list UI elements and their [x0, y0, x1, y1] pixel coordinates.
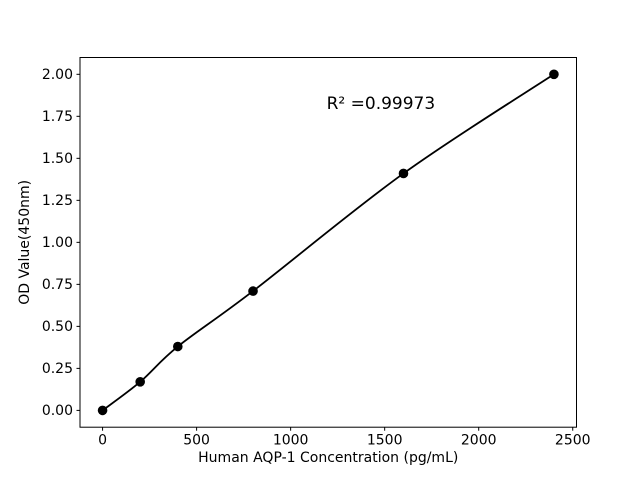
x-tick-label: 0	[98, 433, 107, 449]
x-tick-label: 2500	[555, 433, 591, 449]
data-point	[248, 286, 258, 296]
y-tick-label: 1.75	[42, 109, 73, 125]
y-tick-label: 1.50	[42, 151, 73, 167]
y-tick-label: 0.00	[42, 403, 73, 419]
data-point	[398, 168, 409, 179]
x-tick-label: 2000	[461, 433, 497, 449]
y-tick-label: 0.50	[42, 319, 73, 335]
y-tick-label: 0.25	[42, 361, 73, 377]
y-tick-label: 2.00	[42, 67, 73, 83]
x-tick-label: 1000	[273, 433, 309, 449]
x-tick-label: 1500	[367, 433, 403, 449]
y-tick-label: 1.00	[42, 235, 73, 251]
data-point	[549, 69, 559, 80]
data-point	[172, 341, 183, 352]
x-axis-label: Human AQP-1 Concentration (pg/mL)	[198, 450, 458, 466]
y-axis-label: OD Value(450nm)	[17, 180, 33, 305]
plot-area	[79, 57, 577, 428]
data-point	[97, 405, 108, 416]
x-tick-label: 500	[183, 433, 210, 449]
data-point	[135, 377, 145, 387]
r-squared-annotation: R² =0.99973	[327, 94, 436, 114]
y-tick-label: 1.25	[42, 193, 73, 209]
y-tick-label: 0.75	[42, 277, 73, 293]
